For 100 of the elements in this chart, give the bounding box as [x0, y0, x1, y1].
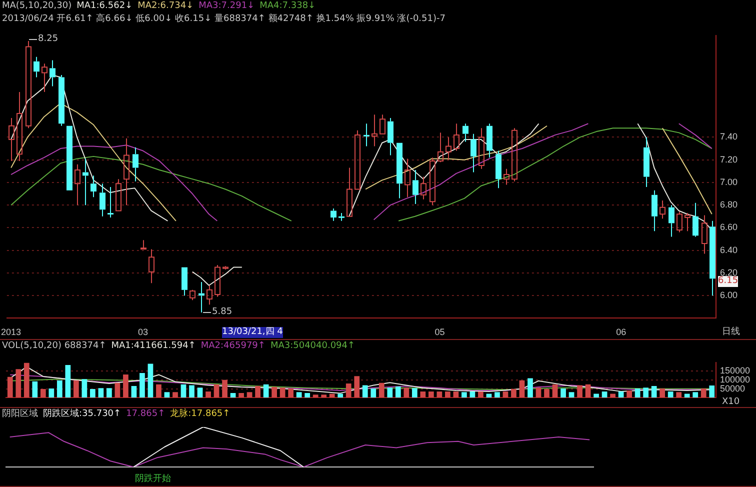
bar [338, 394, 344, 398]
y-tick-label: 100000 [720, 374, 750, 384]
candlestick [100, 183, 106, 217]
bar [172, 392, 178, 398]
y-tick-label: 7.00 [720, 176, 738, 187]
text: MA1:411661.594↑ [111, 341, 196, 351]
bar [16, 369, 22, 398]
bar [206, 391, 211, 398]
candlestick [50, 60, 56, 87]
annotation: 8.25 [29, 34, 58, 45]
bar [329, 394, 335, 398]
candlestick [8, 117, 14, 162]
y-tick-label: 50000 [720, 383, 746, 394]
bar [370, 388, 376, 398]
candlestick [124, 138, 130, 206]
candlestick [108, 186, 114, 218]
bar [519, 380, 525, 398]
bar [660, 388, 666, 398]
bar [197, 388, 203, 398]
bar [709, 385, 715, 398]
bar [296, 392, 302, 398]
bar [552, 384, 558, 398]
bar [378, 382, 384, 398]
bar [676, 392, 682, 398]
text: 13/03/21,四 4 [222, 327, 283, 338]
bar [445, 391, 450, 398]
bar [536, 388, 542, 398]
text: 2013/06/24 开6.61↑ 高6.66↓ 低6.00↓ 收6.15↓ 量688374↑ 额42748↑ 换1.54% 振9.91% 涨(-0.51)-7 [1, 13, 446, 26]
bar [651, 386, 657, 398]
bar [594, 394, 599, 398]
bar [189, 385, 194, 398]
candlestick [206, 284, 212, 306]
bar [486, 394, 492, 398]
bar [304, 393, 310, 398]
bar [436, 391, 442, 398]
bar [404, 388, 410, 398]
bar [272, 386, 277, 398]
text: MA3:7.291↓ [198, 1, 255, 11]
bar [106, 388, 112, 398]
bar [354, 376, 360, 398]
y-tick-label: 6.20 [720, 267, 738, 278]
bar [684, 394, 690, 398]
bar [65, 365, 71, 398]
text: MA4:7.338↓ [260, 1, 316, 11]
bar [156, 384, 162, 398]
x-tick-label: 05 [434, 327, 445, 338]
text: MA2:465979↑ [200, 341, 266, 351]
text: MA1:6.562↓ [76, 1, 133, 11]
bar [478, 391, 484, 398]
bar [462, 392, 467, 398]
bar [511, 388, 516, 398]
bar [263, 384, 269, 398]
text: 日线 [722, 327, 740, 338]
bar [148, 364, 154, 398]
bar [544, 388, 550, 398]
bar [618, 391, 624, 398]
bar [668, 391, 674, 398]
text: 阴跌区域:35.730↑ [43, 409, 122, 419]
y-tick-label: 150000 [720, 366, 750, 376]
bar [222, 380, 228, 398]
chart-title: 阴阳区域 [2, 409, 38, 419]
y-tick-label: 6.00 [720, 290, 738, 300]
bar [255, 386, 260, 398]
candlestick [90, 175, 96, 198]
bar [321, 394, 327, 398]
candlestick [338, 212, 344, 222]
chart-title: MA(5,10,20,30) [2, 1, 72, 11]
bar [7, 376, 13, 398]
bar [560, 388, 566, 398]
bar [395, 386, 401, 398]
bar [246, 392, 252, 398]
y-tick-label: 6.80 [720, 200, 738, 210]
candlestick [346, 167, 352, 217]
bar [280, 388, 286, 398]
candlestick [58, 74, 64, 126]
text: MA2:6.734↓ [138, 1, 194, 11]
bar [634, 388, 640, 398]
text: 龙脉:17.865↑ [170, 409, 230, 419]
bar [56, 380, 62, 398]
bar [643, 388, 649, 398]
bar [700, 388, 706, 398]
x-tick-label: 2013 [1, 327, 22, 338]
bar [114, 382, 120, 398]
bar [131, 386, 137, 398]
bar [312, 394, 318, 398]
y-tick-label: 7.20 [720, 154, 738, 164]
bar [24, 362, 30, 398]
x-tick-label: 06 [616, 327, 626, 338]
bar [140, 372, 145, 398]
y-axis-title: X10 [722, 396, 740, 407]
candlestick [140, 240, 146, 250]
bar [494, 392, 500, 398]
y-tick-label: 6.60 [720, 222, 738, 232]
bar [502, 391, 508, 398]
bar [528, 378, 533, 398]
x-tick-label: 03 [138, 327, 148, 338]
candlestick [330, 208, 336, 222]
annotation: 5.85 [203, 307, 232, 318]
bar [73, 380, 79, 398]
bar [238, 393, 244, 398]
